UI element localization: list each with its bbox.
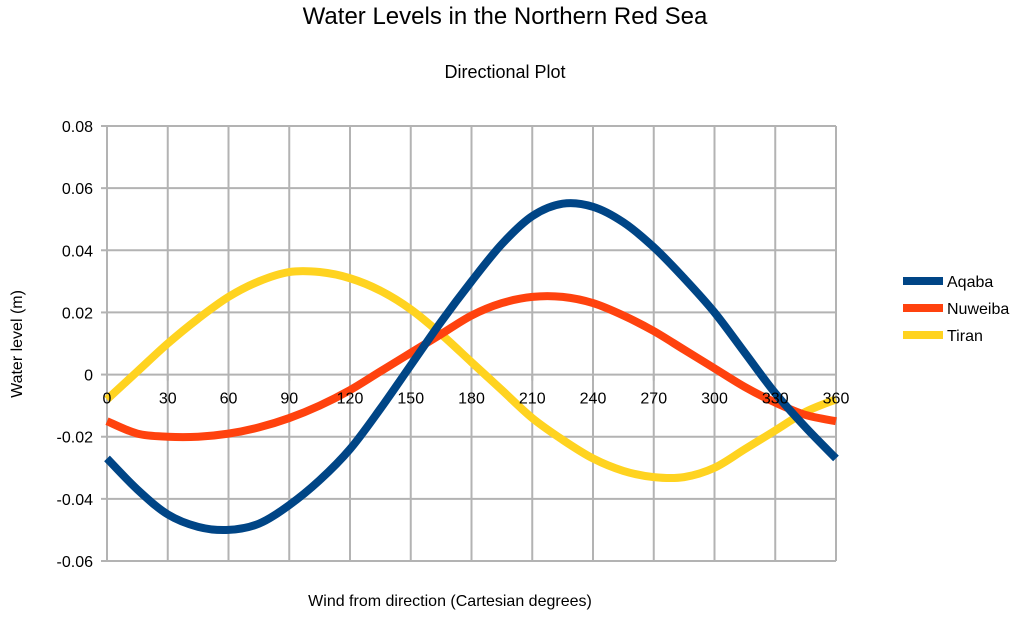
- x-tick-label: 30: [159, 391, 177, 408]
- x-tick-label: 0: [103, 391, 112, 408]
- series-line-tiran: [104, 267, 838, 483]
- legend-label-tiran: Tiran: [947, 328, 983, 345]
- x-tick-label: 330: [762, 391, 789, 408]
- series-line-aqaba: [104, 199, 839, 535]
- x-tick-label: 240: [580, 391, 607, 408]
- legend: Aqaba Nuweiba Tiran: [903, 274, 1009, 345]
- x-tick-label: 210: [519, 391, 546, 408]
- series-line-nuweiba: [105, 292, 837, 442]
- axes: [101, 125, 837, 562]
- x-tick-label: 60: [220, 391, 238, 408]
- x-tick-label: 180: [458, 391, 485, 408]
- y-tick-label: 0.06: [62, 181, 93, 198]
- x-tick-label: 90: [280, 391, 298, 408]
- chart-title: Water Levels in the Northern Red Sea: [303, 3, 708, 30]
- y-tick-label: 0.02: [62, 305, 93, 322]
- x-tick-label: 150: [397, 391, 424, 408]
- y-axis-label: Water level (m): [9, 290, 26, 398]
- x-tick-label: 300: [701, 391, 728, 408]
- y-tick-label: -0.04: [57, 492, 94, 509]
- y-tick-label: 0.08: [62, 119, 93, 136]
- x-axis-tick-labels: 0 30 60 90 120 150 180 210 240 270 300 330 360: [103, 391, 850, 408]
- legend-label-aqaba: Aqaba: [947, 274, 993, 291]
- y-tick-label: -0.06: [57, 554, 94, 571]
- y-tick-label: 0: [84, 368, 93, 385]
- legend-label-nuweiba: Nuweiba: [947, 301, 1009, 318]
- gridlines: [106, 125, 837, 562]
- x-tick-label: 270: [640, 391, 667, 408]
- x-axis-label: Wind from direction (Cartesian degrees): [308, 593, 592, 610]
- data-series: [104, 199, 839, 535]
- y-tick-label: -0.02: [57, 430, 94, 447]
- y-tick-label: 0.04: [62, 243, 93, 260]
- x-tick-label: 360: [823, 391, 850, 408]
- chart-subtitle: Directional Plot: [444, 62, 565, 82]
- y-axis-tick-labels: -0.06 -0.04 -0.02 0 0.02 0.04 0.06 0.08: [57, 119, 94, 571]
- x-tick-label: 120: [337, 391, 364, 408]
